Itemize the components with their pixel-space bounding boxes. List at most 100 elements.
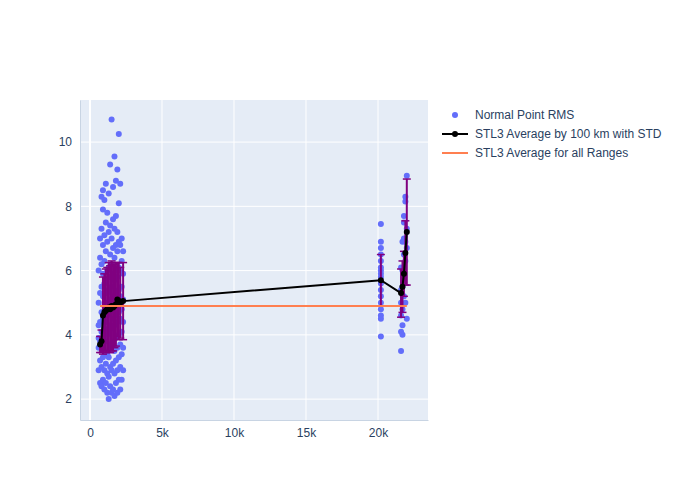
x-grid-line xyxy=(233,100,234,420)
x-tick: 15k xyxy=(297,420,317,440)
legend-item: STL3 Average for all Ranges xyxy=(442,146,628,160)
error-bar-cap xyxy=(108,260,116,262)
x-tick-label: 5k xyxy=(156,426,170,440)
y-grid-line xyxy=(80,399,428,400)
grid xyxy=(80,100,428,420)
scatter-point xyxy=(120,345,126,351)
x-grid-line xyxy=(305,100,306,420)
scatter-point xyxy=(120,367,126,373)
scatter-point xyxy=(378,316,384,322)
legend-item: STL3 Average by 100 km with STD xyxy=(442,127,662,141)
y-tick-label: 2 xyxy=(65,392,72,406)
line-marker xyxy=(99,338,105,344)
legend: Normal Point RMS STL3 Average by 100 km w… xyxy=(442,108,662,160)
x-grid-line xyxy=(89,100,91,420)
scatter-point xyxy=(116,131,122,137)
x-tick-label: 10k xyxy=(225,426,245,440)
scatter-point xyxy=(96,300,102,306)
scatter-point xyxy=(399,284,405,290)
legend-item: Normal Point RMS xyxy=(452,108,574,122)
y-tick-label: 10 xyxy=(59,135,73,149)
scatter-point xyxy=(120,248,126,254)
scatter-point xyxy=(110,184,116,190)
scatter-point xyxy=(107,162,113,168)
y-grid-line xyxy=(80,334,428,335)
line-series xyxy=(100,305,407,306)
y-tick: 6 xyxy=(65,264,80,278)
y-tick-label: 8 xyxy=(65,200,72,214)
legend-label: STL3 Average for all Ranges xyxy=(475,146,628,160)
line-marker xyxy=(378,277,384,283)
error-bar-cap xyxy=(119,262,127,264)
x-axis-line xyxy=(81,420,429,421)
error-bar xyxy=(377,255,385,306)
y-axis-line xyxy=(80,101,81,421)
scatter-point xyxy=(117,181,123,187)
x-tick-label: 15k xyxy=(297,426,317,440)
scatter-point xyxy=(104,210,110,216)
scatter-point xyxy=(109,235,115,241)
scatter-point xyxy=(101,197,107,203)
scatter-point xyxy=(113,213,119,219)
scatter-point xyxy=(378,306,384,312)
line-series xyxy=(96,179,411,354)
scatter-point xyxy=(99,226,105,232)
scatter-point xyxy=(399,332,405,338)
scatter-point xyxy=(117,386,123,392)
y-grid-line xyxy=(80,270,428,271)
legend-symbol xyxy=(442,152,468,154)
scatter-point xyxy=(111,154,117,160)
chart: 0 5k 10k 15k 20k 2 4 6 8 10 Normal Point RMS STL3 A… xyxy=(0,0,700,500)
line xyxy=(100,232,407,344)
line-marker xyxy=(404,229,410,235)
y-axis: 2 4 6 8 10 xyxy=(59,101,81,421)
scatter-point xyxy=(106,229,112,235)
scatter-point xyxy=(378,221,384,227)
scatter-point xyxy=(103,181,109,187)
scatter-point xyxy=(378,333,384,339)
scatter-point xyxy=(106,374,112,380)
line-marker xyxy=(401,271,407,277)
error-bar-cap xyxy=(397,316,405,318)
scatter-point xyxy=(100,187,106,193)
error-bar-cap xyxy=(398,312,406,314)
y-tick: 4 xyxy=(65,328,80,342)
x-tick-label: 20k xyxy=(369,426,389,440)
line-marker xyxy=(120,298,126,304)
y-tick: 10 xyxy=(59,135,80,149)
legend-label: STL3 Average by 100 km with STD xyxy=(475,127,662,141)
scatter-point xyxy=(404,173,410,179)
scatter-point xyxy=(109,117,115,123)
error-bar-cap xyxy=(403,178,411,180)
line-marker xyxy=(402,250,408,256)
scatter-point xyxy=(106,354,112,360)
scatter-point xyxy=(398,348,404,354)
scatter-point xyxy=(116,200,122,206)
scatter-point xyxy=(119,377,125,383)
error-bar-cap xyxy=(110,347,118,349)
scatter-point xyxy=(117,242,123,248)
scatter-point xyxy=(399,322,405,328)
y-tick: 8 xyxy=(65,200,80,214)
error-bar-cap xyxy=(109,350,117,352)
x-tick: 5k xyxy=(156,420,170,440)
plot-background xyxy=(80,100,428,420)
x-axis: 0 5k 10k 15k 20k xyxy=(81,420,429,440)
error-bar-cap xyxy=(401,220,409,222)
error-bar-cap xyxy=(112,345,120,347)
error-bar-cap xyxy=(119,339,127,341)
line-marker xyxy=(399,284,405,290)
line xyxy=(100,305,407,307)
x-grid-line xyxy=(161,100,162,420)
scatter-point xyxy=(114,166,120,172)
scatter-point xyxy=(106,190,112,196)
scatter-point xyxy=(114,248,120,254)
scatter-point xyxy=(119,235,125,241)
scatter-point xyxy=(111,255,117,261)
scatter-point xyxy=(378,239,384,245)
scatter-series xyxy=(96,117,410,403)
x-tick: 20k xyxy=(369,420,389,440)
x-tick: 0 xyxy=(87,420,94,440)
scatter-point xyxy=(114,229,120,235)
error-bar-cap xyxy=(99,353,107,355)
